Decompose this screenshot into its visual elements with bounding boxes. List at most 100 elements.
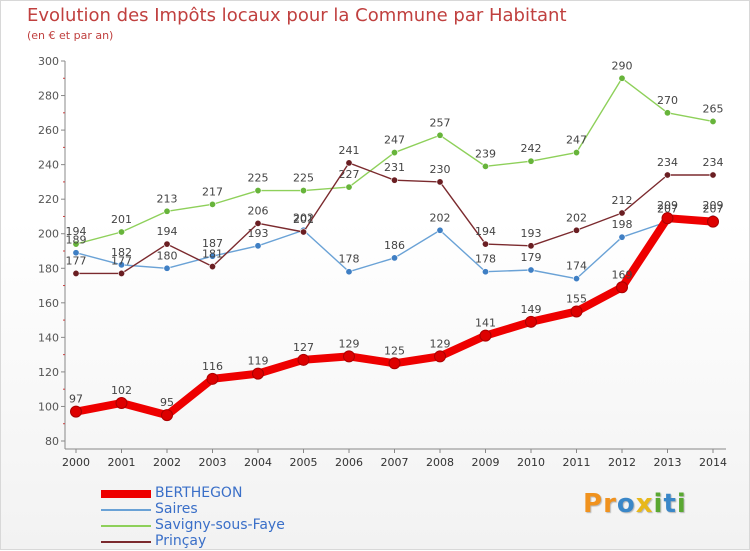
legend-swatch bbox=[101, 525, 151, 527]
legend-swatch bbox=[101, 541, 151, 543]
legend-label: Saires bbox=[155, 501, 198, 517]
data-label: 209 bbox=[703, 199, 724, 212]
x-tick-label: 2006 bbox=[335, 456, 363, 469]
proxiti-logo: Proxiti bbox=[583, 489, 687, 519]
data-label: 265 bbox=[703, 102, 724, 115]
y-tick-label: 100 bbox=[38, 400, 59, 413]
data-label: 247 bbox=[566, 134, 587, 147]
logo-letter: x bbox=[635, 489, 654, 519]
data-point bbox=[388, 357, 401, 370]
data-label: 180 bbox=[157, 249, 178, 262]
data-point bbox=[209, 263, 217, 271]
legend-label: Savigny-sous-Faye bbox=[155, 517, 285, 533]
data-label: 198 bbox=[612, 218, 633, 231]
x-tick-label: 2003 bbox=[199, 456, 227, 469]
x-tick-label: 2000 bbox=[62, 456, 90, 469]
data-point bbox=[618, 74, 626, 82]
legend-swatch bbox=[101, 509, 151, 511]
data-label: 202 bbox=[430, 211, 451, 224]
y-tick-label: 140 bbox=[38, 331, 59, 344]
y-tick-label: 180 bbox=[38, 262, 59, 275]
data-label: 193 bbox=[521, 227, 542, 240]
data-label: 230 bbox=[430, 163, 451, 176]
data-point bbox=[299, 187, 307, 195]
logo-letter: t bbox=[663, 489, 677, 519]
data-point bbox=[709, 171, 717, 179]
data-point bbox=[527, 242, 535, 250]
data-point bbox=[390, 149, 398, 157]
x-tick-label: 2002 bbox=[153, 456, 181, 469]
data-point bbox=[118, 269, 126, 277]
data-label: 231 bbox=[384, 161, 405, 174]
data-label: 149 bbox=[521, 303, 542, 316]
x-tick-label: 2009 bbox=[472, 456, 500, 469]
data-point bbox=[161, 409, 173, 422]
data-point bbox=[436, 226, 444, 234]
data-label: 95 bbox=[160, 396, 174, 409]
data-point bbox=[297, 353, 310, 366]
legend-item: Saires bbox=[101, 501, 341, 518]
y-tick-label: 220 bbox=[38, 193, 59, 206]
data-label: 187 bbox=[202, 237, 223, 250]
data-label: 201 bbox=[293, 213, 314, 226]
data-point bbox=[709, 117, 717, 125]
data-point bbox=[436, 131, 444, 139]
data-label: 194 bbox=[475, 225, 496, 238]
data-label: 193 bbox=[248, 227, 269, 240]
x-tick-label: 2004 bbox=[244, 456, 272, 469]
legend-item: BERTHEGON bbox=[101, 485, 341, 502]
data-point bbox=[345, 183, 353, 191]
data-point bbox=[163, 240, 171, 248]
data-point bbox=[163, 264, 171, 272]
data-label: 181 bbox=[202, 248, 223, 261]
data-label: 202 bbox=[566, 211, 587, 224]
data-point bbox=[72, 249, 80, 257]
data-point bbox=[343, 350, 355, 363]
data-label: 207 bbox=[657, 203, 678, 216]
data-point bbox=[618, 209, 626, 217]
logo-letter: r bbox=[603, 489, 617, 519]
data-label: 102 bbox=[111, 384, 132, 397]
data-point bbox=[618, 233, 626, 241]
data-label: 125 bbox=[384, 344, 405, 357]
data-label: 182 bbox=[111, 246, 132, 259]
data-point bbox=[252, 367, 264, 380]
legend-label: Prinçay bbox=[155, 533, 207, 549]
data-label: 201 bbox=[111, 213, 132, 226]
data-point bbox=[570, 305, 583, 318]
legend-swatch bbox=[101, 490, 151, 498]
data-label: 217 bbox=[202, 185, 223, 198]
data-label: 169 bbox=[612, 268, 633, 281]
data-label: 189 bbox=[66, 234, 87, 247]
data-label: 270 bbox=[657, 94, 678, 107]
data-label: 234 bbox=[657, 156, 678, 169]
y-tick-label: 300 bbox=[38, 55, 59, 68]
data-point bbox=[525, 315, 537, 328]
data-point bbox=[209, 252, 217, 260]
x-tick-label: 2008 bbox=[426, 456, 454, 469]
x-tick-label: 2005 bbox=[290, 456, 318, 469]
data-label: 212 bbox=[612, 194, 633, 207]
data-label: 127 bbox=[293, 341, 314, 354]
x-tick-label: 2001 bbox=[108, 456, 136, 469]
logo-letter: i bbox=[653, 489, 664, 519]
data-point bbox=[527, 266, 535, 274]
data-label: 194 bbox=[66, 225, 87, 238]
data-label: 179 bbox=[521, 251, 542, 264]
data-label: 257 bbox=[430, 116, 451, 129]
data-point bbox=[434, 350, 446, 363]
data-point bbox=[436, 178, 444, 186]
data-point bbox=[616, 281, 628, 294]
data-label: 290 bbox=[612, 59, 633, 72]
data-label: 225 bbox=[293, 172, 314, 185]
legend-item: Prinçay bbox=[101, 533, 341, 550]
data-label: 194 bbox=[157, 225, 178, 238]
data-point bbox=[345, 268, 353, 276]
chart-title: Evolution des Impôts locaux pour la Comm… bbox=[27, 5, 567, 26]
data-label: 178 bbox=[475, 253, 496, 266]
data-point bbox=[527, 157, 535, 165]
y-tick-label: 200 bbox=[38, 228, 59, 241]
logo-letter: P bbox=[583, 489, 604, 519]
